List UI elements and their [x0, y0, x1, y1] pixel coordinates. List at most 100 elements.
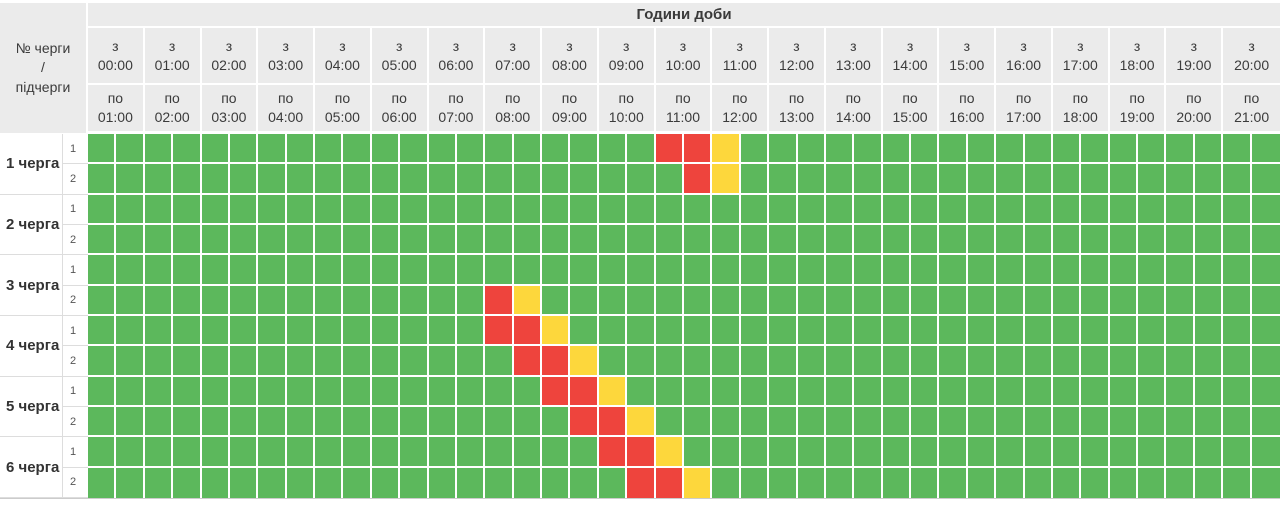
slot-time: 17:00 [1006, 109, 1042, 125]
schedule-cell [712, 437, 741, 468]
time-slot-header: з 07:00 [485, 28, 543, 85]
schedule-cell [286, 255, 316, 286]
schedule-cell [456, 467, 486, 498]
schedule-cell [939, 407, 968, 438]
schedule-cell [286, 467, 316, 498]
schedule-cell [684, 285, 713, 316]
schedule-cell [769, 437, 798, 468]
schedule-cell [116, 407, 145, 438]
schedule-cell [684, 194, 713, 225]
slot-prefix: з [1133, 37, 1141, 54]
schedule-cell [201, 316, 230, 347]
schedule-cell [456, 225, 486, 256]
schedule-cell [1138, 376, 1167, 407]
schedule-cell [542, 346, 571, 377]
schedule-cell [769, 164, 798, 195]
schedule-cell [343, 376, 372, 407]
schedule-cell [1166, 346, 1195, 377]
schedule-cell [1138, 194, 1167, 225]
schedule-cell [967, 225, 997, 256]
schedule-cell [116, 376, 145, 407]
schedule-cell [1166, 255, 1195, 286]
schedule-cell [1223, 316, 1252, 347]
schedule-cell [343, 346, 372, 377]
schedule-cell [1052, 316, 1082, 347]
schedule-cell [825, 194, 855, 225]
schedule-cell [570, 407, 599, 438]
schedule-cell [655, 346, 684, 377]
schedule-cell [229, 164, 259, 195]
schedule-cell [1138, 225, 1167, 256]
schedule-cell [542, 164, 571, 195]
slot-prefix: по [164, 90, 180, 106]
schedule-cell [1166, 407, 1195, 438]
schedule-cell [144, 134, 174, 165]
slot-time: 01:00 [97, 109, 133, 125]
schedule-cell [939, 194, 968, 225]
schedule-cell [854, 164, 883, 195]
schedule-cell [286, 407, 316, 438]
schedule-cell [769, 134, 798, 165]
schedule-cell [854, 407, 883, 438]
slot-prefix: по [1072, 90, 1088, 106]
slot-prefix: по [277, 90, 294, 106]
time-slot-header: з 04:00 [315, 28, 372, 85]
schedule-cell [627, 225, 656, 256]
schedule-cell [286, 437, 316, 468]
schedule-cell [315, 285, 344, 316]
schedule-cell [485, 376, 514, 407]
schedule-cell [456, 346, 486, 377]
schedule-cell [911, 346, 940, 377]
schedule-cell [116, 134, 145, 165]
schedule-header: № черги / підчерги Години доби з 00:00 по 0… [0, 3, 1280, 133]
time-slot-header: по 10:00 [598, 85, 656, 133]
schedule-cell [797, 225, 826, 256]
time-slot-header: по 07:00 [428, 85, 486, 133]
schedule-cell [598, 407, 628, 438]
schedule-cell [1166, 467, 1195, 498]
schedule-cell [371, 285, 401, 316]
schedule-cell [797, 407, 826, 438]
schedule-cell [456, 316, 486, 347]
schedule-cell [797, 467, 826, 498]
schedule-cell [400, 467, 429, 498]
schedule-cell [144, 407, 174, 438]
schedule-cell [854, 376, 883, 407]
schedule-cell [825, 164, 855, 195]
schedule-cell [343, 194, 372, 225]
schedule-cell [627, 134, 656, 165]
schedule-cell [343, 467, 372, 498]
schedule-cell [513, 407, 543, 438]
schedule-cell [797, 164, 826, 195]
schedule-cell [598, 164, 628, 195]
schedule-cell [854, 134, 883, 165]
schedule-cell [485, 194, 514, 225]
schedule-cell [1109, 285, 1139, 316]
slot-prefix: по [845, 90, 861, 106]
slot-prefix: по [675, 90, 691, 106]
schedule-cell [740, 346, 770, 377]
schedule-cell [315, 376, 344, 407]
schedule-cell [911, 437, 940, 468]
schedule-cell [911, 225, 940, 256]
schedule-cell [428, 194, 457, 225]
schedule-cell [428, 285, 457, 316]
slot-prefix: по [1186, 90, 1202, 106]
schedule-cell [485, 316, 514, 347]
schedule-cell [1251, 164, 1280, 195]
schedule-cell [1081, 437, 1110, 468]
schedule-cell [655, 316, 684, 347]
schedule-cell [996, 194, 1025, 225]
schedule-cell [1166, 225, 1195, 256]
schedule-cell [740, 316, 770, 347]
schedule-cell [456, 285, 486, 316]
schedule-cell [1251, 407, 1280, 438]
subqueue-label: 1 [62, 437, 88, 468]
schedule-cell [1024, 437, 1053, 468]
schedule-cell [655, 285, 684, 316]
schedule-cell [684, 164, 713, 195]
schedule-cell [598, 134, 628, 165]
schedule-cell [1223, 255, 1252, 286]
slot-time: 02:00 [154, 109, 190, 125]
time-slot-header: з 10:00 [655, 28, 713, 85]
